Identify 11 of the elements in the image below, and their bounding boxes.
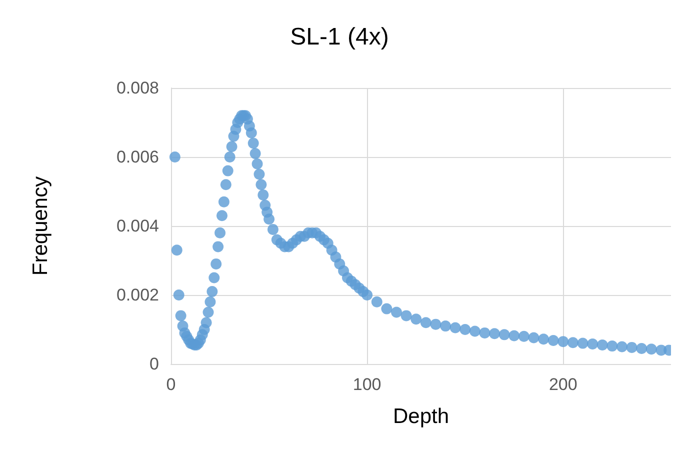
x-tick-label: 100	[352, 375, 382, 394]
y-tick-label: 0.002	[116, 286, 159, 304]
y-tick-label: 0.006	[116, 148, 159, 166]
x-tick-label: 0	[166, 375, 176, 394]
y-axis-title: Frequency	[29, 176, 52, 276]
x-axis-title: Depth	[392, 405, 450, 428]
y-tick-label: 0	[150, 354, 159, 374]
y-tick-label: 0.008	[116, 78, 159, 98]
x-tick-label: 200	[548, 375, 578, 394]
y-tick-label: 0.004	[116, 216, 159, 236]
chart-title: SL-1 (4x)	[290, 24, 389, 50]
